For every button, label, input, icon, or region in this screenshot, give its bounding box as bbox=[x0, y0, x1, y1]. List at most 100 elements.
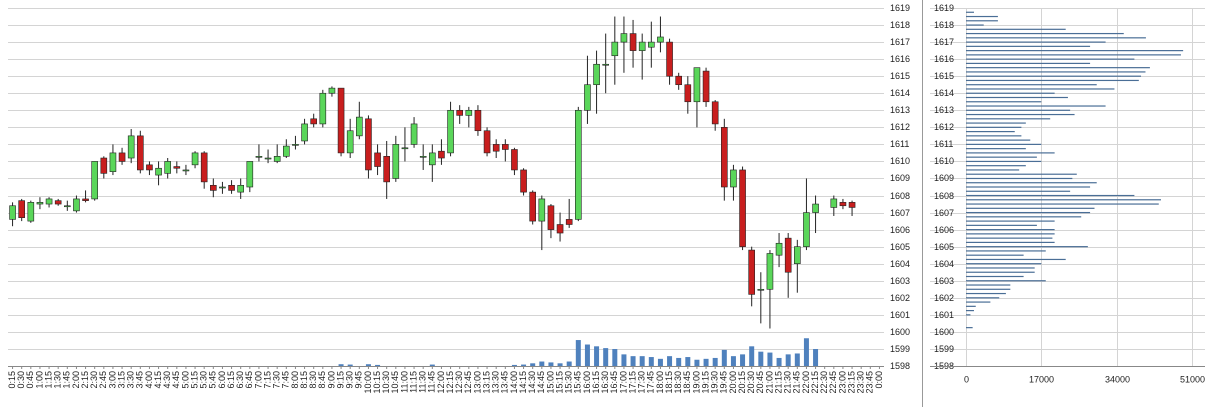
x-tick-label: 8:15 bbox=[299, 371, 309, 389]
profile-bar bbox=[966, 292, 1006, 295]
x-tick-label: 7:45 bbox=[281, 371, 291, 389]
profile-bar bbox=[966, 211, 1091, 214]
candle-body bbox=[812, 203, 819, 213]
candle-body bbox=[438, 150, 445, 159]
y-tick-label: 1606 bbox=[890, 225, 910, 235]
candle-body bbox=[210, 184, 217, 191]
profile-bar bbox=[966, 50, 1184, 52]
y-tick-label: 1618 bbox=[934, 20, 954, 30]
profile-bar bbox=[966, 194, 1135, 197]
volume-bar bbox=[575, 340, 581, 366]
x-tick-label: 19:00 bbox=[691, 371, 701, 394]
x-tick-label: 20:15 bbox=[737, 371, 747, 394]
profile-bar bbox=[966, 203, 1159, 205]
x-tick-label: 4:00 bbox=[144, 371, 154, 389]
candle-body bbox=[392, 144, 400, 179]
profile-bar bbox=[966, 229, 1055, 231]
volume-bar bbox=[803, 338, 809, 366]
y-tick-label: 1619 bbox=[934, 3, 954, 13]
candle-body bbox=[666, 41, 673, 77]
x-tick-label: 8:45 bbox=[317, 371, 327, 389]
x-tick-label: 10:45 bbox=[390, 371, 400, 394]
candle-body bbox=[365, 118, 372, 171]
y-tick-label: 1616 bbox=[934, 54, 954, 64]
profile-bar bbox=[966, 143, 1042, 145]
candle-body bbox=[137, 135, 144, 171]
profile-bar bbox=[966, 160, 1042, 163]
candle-body bbox=[54, 200, 62, 205]
profile-bar bbox=[966, 58, 1135, 60]
x-tick-label: 16:00 bbox=[582, 371, 592, 394]
x-tick-label: 20:00 bbox=[728, 371, 738, 394]
x-tick-label: 22:00 bbox=[801, 371, 811, 394]
candle-body bbox=[173, 166, 181, 169]
profile-bar bbox=[966, 122, 1026, 124]
profile-bar bbox=[966, 152, 1055, 154]
x-tick-label: 23:00 bbox=[837, 371, 847, 394]
candle-body bbox=[511, 149, 518, 171]
candle-body bbox=[602, 63, 609, 66]
volume-bar bbox=[612, 348, 618, 366]
volume-bar bbox=[785, 354, 791, 366]
y-tick-label: 1601 bbox=[934, 310, 954, 320]
x-tick-label: 12:00 bbox=[436, 371, 446, 394]
profile-bar bbox=[966, 305, 976, 307]
candle-body bbox=[794, 246, 801, 265]
volume-bar bbox=[703, 358, 709, 366]
profile-bar bbox=[966, 275, 1024, 278]
candle-body bbox=[228, 184, 235, 191]
candle-body bbox=[520, 169, 527, 193]
profile-bar bbox=[966, 250, 1046, 252]
profile-bar bbox=[966, 169, 1020, 171]
candle-body bbox=[292, 144, 299, 146]
x-tick-label: 23:45 bbox=[865, 371, 875, 394]
profile-bar bbox=[966, 130, 1015, 133]
candle-body bbox=[401, 147, 409, 150]
volume-bar bbox=[648, 357, 654, 366]
candle-body bbox=[319, 92, 327, 125]
profile-bar bbox=[966, 156, 1037, 158]
profile-bar bbox=[966, 177, 1073, 180]
x-tick-label: 19:45 bbox=[719, 371, 729, 394]
profile-bar bbox=[966, 113, 1075, 116]
x-tick-label: 0:00 bbox=[874, 371, 884, 389]
x-tick-label: 20:30 bbox=[746, 371, 756, 394]
candle-body bbox=[556, 224, 564, 234]
candle-body bbox=[775, 242, 783, 256]
x-tick-label: 20:45 bbox=[755, 371, 765, 394]
candle-body bbox=[310, 118, 317, 125]
volume-bar bbox=[758, 351, 764, 366]
x-tick-label: 11:45 bbox=[427, 371, 437, 393]
x-tick-label: 13:00 bbox=[472, 371, 482, 394]
x-tick-label: 22:30 bbox=[819, 371, 829, 394]
x-tick-label: 11:30 bbox=[418, 371, 428, 393]
volume-bar bbox=[776, 357, 782, 366]
x-tick-label: 21:15 bbox=[773, 371, 783, 394]
profile-bar bbox=[966, 263, 1042, 265]
candle-body bbox=[483, 130, 491, 154]
profile-bar bbox=[966, 288, 1011, 290]
volume-bar bbox=[639, 356, 645, 366]
x-tick-label: 0:45 bbox=[25, 371, 35, 389]
x-tick-label: 23:30 bbox=[856, 371, 866, 394]
profile-bar bbox=[966, 199, 1161, 201]
y-tick-label: 1599 bbox=[934, 344, 954, 354]
profile-bar bbox=[966, 71, 1146, 73]
candle-body bbox=[356, 116, 363, 137]
volume-bar bbox=[530, 363, 536, 366]
profile-bar bbox=[966, 126, 1022, 128]
x-tick-label: 12:15 bbox=[445, 371, 455, 394]
candle-body bbox=[429, 152, 436, 166]
profile-bar bbox=[966, 139, 1031, 141]
x-tick-label: 8:00 bbox=[290, 371, 300, 389]
profile-bar bbox=[966, 24, 984, 26]
x-tick-label: 16:30 bbox=[600, 371, 610, 394]
x-tick-label: 1:45 bbox=[62, 371, 72, 389]
candle-body bbox=[620, 33, 628, 43]
candle-body bbox=[419, 156, 427, 158]
profile-bar bbox=[966, 54, 1181, 56]
candle-body bbox=[702, 70, 710, 103]
y-tick-label: 1601 bbox=[890, 310, 910, 320]
x-tick-label: 7:15 bbox=[262, 371, 272, 389]
